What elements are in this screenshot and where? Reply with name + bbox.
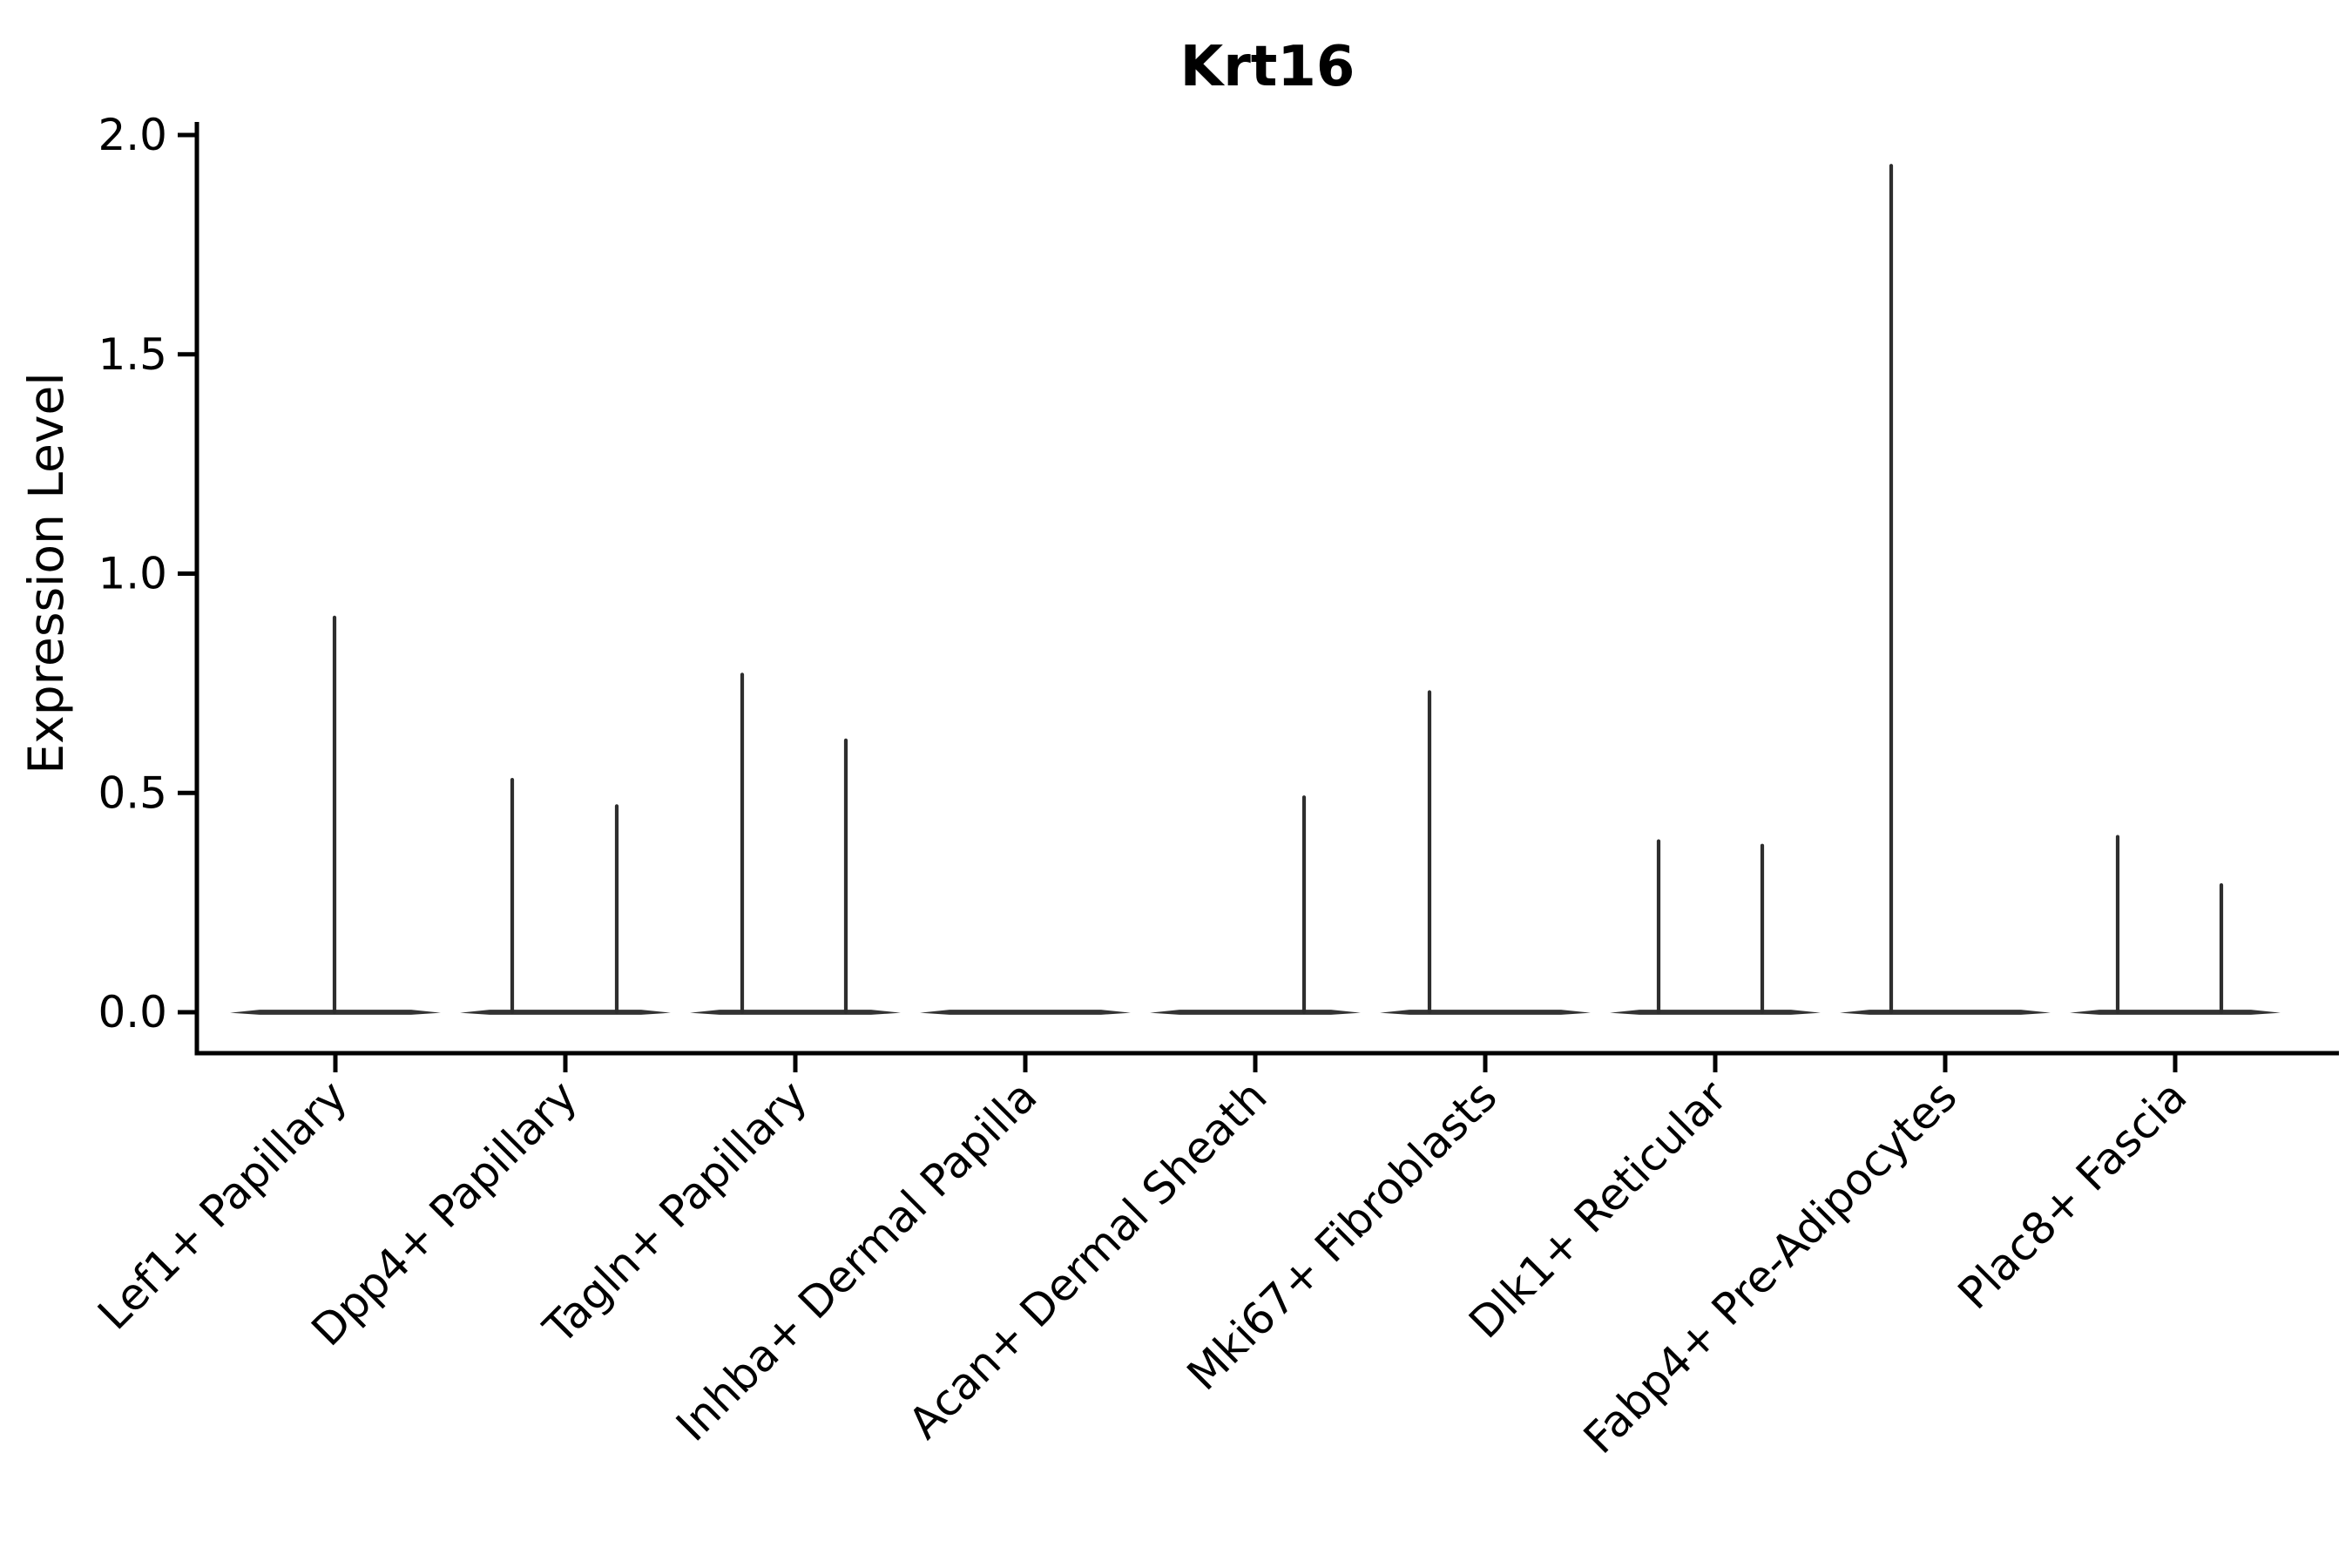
y-tick-label: 2.0 xyxy=(98,110,167,160)
violin-group xyxy=(230,615,441,1015)
chart-title: Krt16 xyxy=(1180,35,1355,99)
violin-group xyxy=(2070,835,2281,1015)
violin-baseline xyxy=(920,1010,1131,1015)
violin-group xyxy=(1840,164,2051,1015)
y-tick-label: 1.5 xyxy=(98,329,167,380)
x-category-label: Plac8+ Fascia xyxy=(1949,1071,2197,1319)
violin-layer xyxy=(230,164,2281,1015)
violin-baseline xyxy=(1840,1010,2051,1015)
y-tick-label: 1.0 xyxy=(98,549,167,599)
violin-group xyxy=(1380,690,1591,1015)
violin-baseline xyxy=(460,1010,671,1015)
violin-group xyxy=(460,778,671,1015)
violin-baseline xyxy=(690,1010,901,1015)
x-category-label: Fabp4+ Pre-Adipocytes xyxy=(1574,1071,1967,1463)
violin-group xyxy=(920,1010,1131,1015)
violin-baseline xyxy=(1380,1010,1591,1015)
y-axis-label: Expression Level xyxy=(18,372,74,774)
y-tick-label: 0.5 xyxy=(98,767,167,818)
violin-baseline xyxy=(1150,1010,1361,1015)
violin-group xyxy=(1150,795,1361,1015)
violin-baseline xyxy=(2070,1010,2281,1015)
violin-baseline xyxy=(1610,1010,1821,1015)
y-tick-label: 0.0 xyxy=(98,987,167,1037)
violin-group xyxy=(690,672,901,1015)
violin-group xyxy=(1610,839,1821,1015)
x-category-label: Lef1+ Papillary xyxy=(88,1071,356,1339)
